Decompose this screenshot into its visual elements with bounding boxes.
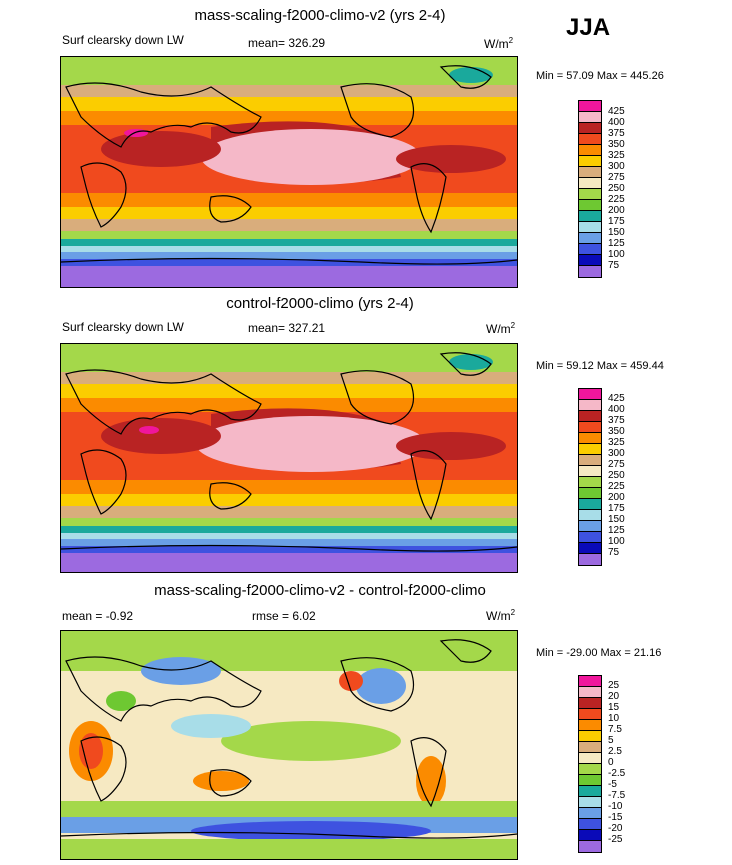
panel-1-units: W/m2 [484,36,514,51]
panel-3-colorbar [578,675,602,853]
panel-2-units: W/m2 [486,321,516,336]
colorbar-label: 325 [608,150,625,161]
colorbar-label: 225 [608,194,625,205]
colorbar-label: 100 [608,249,625,260]
colorbar-label: -2.5 [608,768,626,779]
colorbar-label: 425 [608,106,625,117]
panel-1-map [60,56,518,288]
panel-2-map [60,343,518,573]
colorbar-label: 275 [608,459,625,470]
colorbar-label: 25 [608,680,620,691]
colorbar-label: 2.5 [608,746,622,757]
panel-3-minmax: Min = -29.00 Max = 21.16 [536,647,662,659]
colorbar-label: -10 [608,801,623,812]
panel-2-variable: Surf clearsky down LW [62,320,184,334]
colorbar-label: 150 [608,227,625,238]
colorbar-label: 225 [608,481,625,492]
colorbar-label: -25 [608,834,623,845]
colorbar-label: 10 [608,713,620,724]
panel-3-mean: mean = -0.92 [62,609,134,623]
colorbar-label: 125 [608,525,625,536]
colorbar-label: 275 [608,172,625,183]
panel-2-mean: mean= 327.21 [248,321,326,335]
colorbar-label: 425 [608,393,625,404]
colorbar-label: 350 [608,139,625,150]
panel-3-rmse: rmse = 6.02 [252,609,316,623]
colorbar-label: 300 [608,448,625,459]
colorbar-label: -15 [608,812,623,823]
colorbar-label: 250 [608,183,625,194]
panel-1-title: mass-scaling-f2000-climo-v2 (yrs 2-4) [194,7,446,24]
panel-3-units: W/m2 [486,608,516,623]
colorbar-label: -7.5 [608,790,626,801]
panel-1-variable: Surf clearsky down LW [62,33,184,47]
colorbar-label: 150 [608,514,625,525]
colorbar-label: 75 [608,547,620,558]
colorbar-label: 250 [608,470,625,481]
panel-1-mean: mean= 326.29 [248,36,326,50]
colorbar-label: 5 [608,735,614,746]
colorbar-label: 375 [608,415,625,426]
colorbar-label: -20 [608,823,623,834]
colorbar-label: 325 [608,437,625,448]
panel-1-colorbar [578,100,602,278]
colorbar-label: 175 [608,503,625,514]
colorbar-label: 125 [608,238,625,249]
panel-2-title: control-f2000-climo (yrs 2-4) [226,295,414,312]
panel-1-minmax: Min = 57.09 Max = 445.26 [536,70,664,82]
panel-3-map [60,630,518,860]
colorbar-label: 0 [608,757,614,768]
colorbar-label: 15 [608,702,620,713]
colorbar-label: 200 [608,492,625,503]
colorbar-label: 400 [608,117,625,128]
season-label: JJA [566,14,611,41]
colorbar-label: 350 [608,426,625,437]
colorbar-label: 400 [608,404,625,415]
colorbar-label: 20 [608,691,620,702]
panel-2-colorbar [578,388,602,566]
colorbar-label: 75 [608,260,620,271]
colorbar-label: 300 [608,161,625,172]
colorbar-label: 7.5 [608,724,622,735]
colorbar-label: 100 [608,536,625,547]
colorbar-label: 175 [608,216,625,227]
colorbar-label: 200 [608,205,625,216]
colorbar-label: -5 [608,779,617,790]
panel-2-minmax: Min = 59.12 Max = 459.44 [536,360,664,372]
colorbar-label: 375 [608,128,625,139]
panel-3-title: mass-scaling-f2000-climo-v2 - control-f2… [154,582,486,599]
